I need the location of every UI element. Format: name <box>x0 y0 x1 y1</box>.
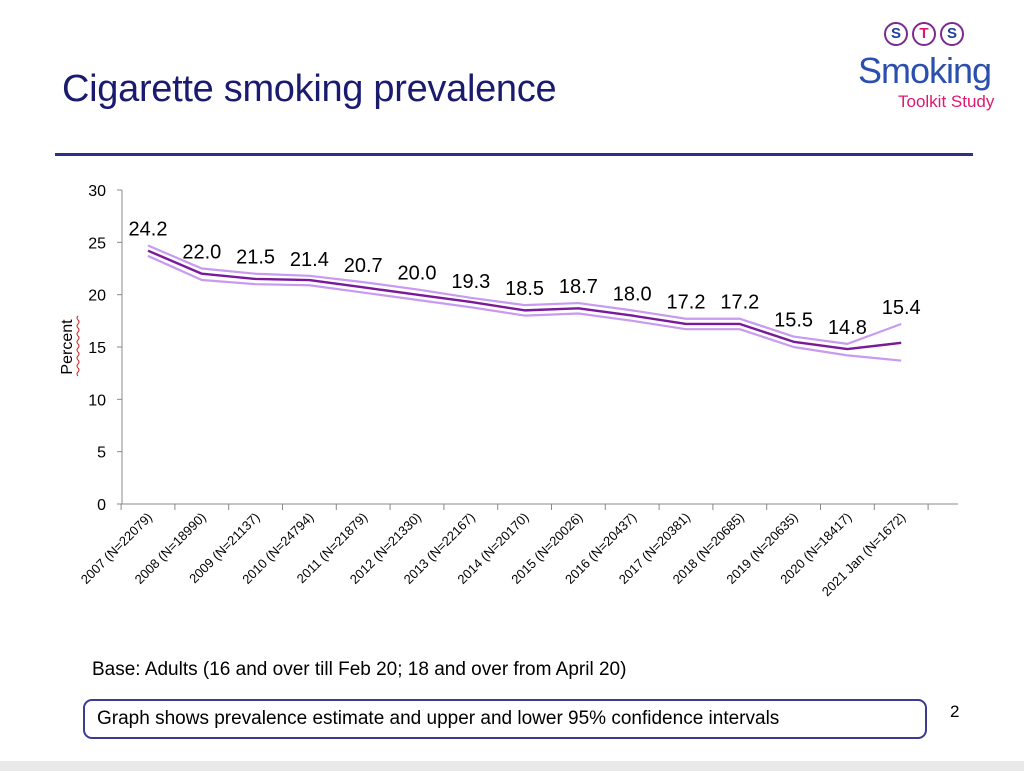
data-label: 18.0 <box>613 283 652 305</box>
logo-letter-s2: S <box>940 22 964 46</box>
data-label: 20.7 <box>344 255 383 277</box>
series-line-lower-ci <box>147 254 902 362</box>
y-tick-label: 20 <box>88 288 106 305</box>
slide-bottom-strip <box>0 761 1024 771</box>
series-line-upper-ci <box>147 244 902 345</box>
spellcheck-underline <box>76 315 80 377</box>
base-note: Base: Adults (16 and over till Feb 20; 1… <box>92 659 627 680</box>
data-label: 21.5 <box>236 247 275 269</box>
series-line-estimate <box>147 249 902 351</box>
y-tick-label: 15 <box>88 340 106 357</box>
data-label: 15.5 <box>774 310 813 332</box>
page-number: 2 <box>950 702 960 721</box>
logo-letter-s1: S <box>884 22 908 46</box>
data-label: 24.2 <box>129 218 168 240</box>
page-title: Cigarette smoking prevalence <box>62 68 557 110</box>
data-label: 20.0 <box>398 262 437 284</box>
y-axis-label: Percent <box>59 319 76 375</box>
logo-word: Smoking <box>858 50 992 91</box>
y-tick-label: 25 <box>88 235 106 252</box>
logo-subtitle: Toolkit Study <box>898 92 995 111</box>
data-label: 18.5 <box>505 278 544 300</box>
data-label: 17.2 <box>667 292 706 314</box>
sts-logo: S T S Smoking Toolkit Study <box>850 22 1010 122</box>
y-tick-label: 0 <box>97 497 106 514</box>
logo-circles: S T S <box>884 22 964 46</box>
ci-note-box: Graph shows prevalence estimate and uppe… <box>83 699 927 739</box>
data-label: 18.7 <box>559 276 598 298</box>
data-label: 17.2 <box>720 292 759 314</box>
data-label: 22.0 <box>182 242 221 264</box>
data-label: 19.3 <box>451 271 490 293</box>
logo-letter-t: T <box>912 22 936 46</box>
y-tick-label: 10 <box>88 392 106 409</box>
y-tick-label: 30 <box>88 183 106 200</box>
title-divider <box>55 153 973 156</box>
y-tick-label: 5 <box>97 445 106 462</box>
data-label: 14.8 <box>828 317 867 339</box>
data-label: 15.4 <box>882 297 921 319</box>
data-label: 21.4 <box>290 249 329 271</box>
